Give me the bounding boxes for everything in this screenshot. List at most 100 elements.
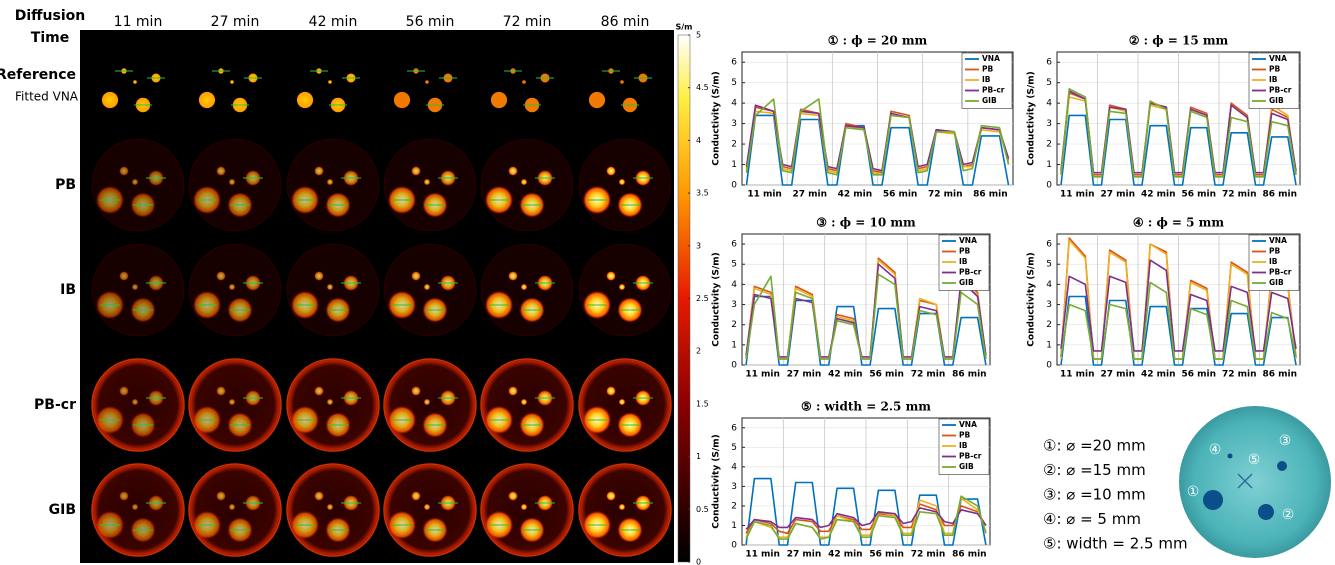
colorbar-tick-label: 2 bbox=[696, 347, 701, 356]
x-tick-label: 72 min bbox=[928, 190, 963, 200]
legend-label: PB-cr bbox=[959, 452, 982, 461]
x-tick-label: 27 min bbox=[787, 370, 822, 380]
phantom-legend-entry: ③: ⌀ =10 mm bbox=[1043, 486, 1146, 504]
inclusion-map bbox=[423, 503, 431, 511]
colorbar-tick-label: 1.5 bbox=[696, 399, 709, 408]
row-label: PB-cr bbox=[34, 397, 76, 413]
legend-label: IB bbox=[959, 441, 968, 450]
series-line bbox=[1060, 90, 1297, 174]
series-line bbox=[745, 110, 1010, 176]
x-tick-label: 86 min bbox=[952, 550, 987, 560]
phantom-map bbox=[480, 243, 574, 337]
y-axis-label: Conductivity (S/m) bbox=[712, 71, 722, 165]
y-tick-label: 5 bbox=[731, 78, 737, 88]
y-tick-label: 3 bbox=[1046, 300, 1052, 310]
phantom-map bbox=[578, 358, 672, 452]
x-tick-label: 86 min bbox=[973, 190, 1008, 200]
phantom-map bbox=[188, 463, 282, 557]
phantom-map bbox=[91, 138, 185, 232]
y-tick-label: 2 bbox=[1046, 320, 1052, 330]
phantom-legend-entry: ②: ⌀ =15 mm bbox=[1043, 461, 1146, 479]
x-tick-label: 27 min bbox=[1100, 190, 1135, 200]
inclusion-map bbox=[216, 491, 226, 501]
x-tick-label: 27 min bbox=[787, 550, 822, 560]
inclusion-map bbox=[326, 283, 334, 291]
legend-label: PB-cr bbox=[982, 86, 1005, 95]
chart-title: ④ : ϕ = 5 mm bbox=[1133, 216, 1224, 230]
inclusion-map bbox=[618, 398, 626, 406]
x-tick-label: 72 min bbox=[911, 550, 946, 560]
legend-label: IB bbox=[982, 75, 991, 84]
inclusion-map bbox=[423, 283, 431, 291]
inclusion-map bbox=[411, 491, 421, 501]
inclusion-map bbox=[618, 503, 626, 511]
colorbar-tick-label: 0 bbox=[696, 558, 701, 565]
legend-label: IB bbox=[959, 257, 968, 266]
inclusion-map bbox=[228, 178, 236, 186]
x-tick-label: 86 min bbox=[952, 370, 987, 380]
phantom-map bbox=[286, 243, 380, 337]
y-axis-label: Conductivity (S/m) bbox=[1027, 71, 1037, 165]
inclusion-map bbox=[411, 271, 421, 281]
x-tick-label: 11 min bbox=[1060, 190, 1095, 200]
inclusion-map bbox=[228, 503, 236, 511]
x-tick-label: 11 min bbox=[745, 370, 780, 380]
inclusion-map bbox=[520, 178, 528, 186]
colorbar-tick-label: 2.5 bbox=[696, 294, 709, 303]
y-tick-label: 5 bbox=[1046, 260, 1052, 270]
chart-title: ② : ϕ = 15 mm bbox=[1129, 34, 1229, 48]
legend-label: PB bbox=[959, 431, 970, 440]
phantom-marker: ④ bbox=[1209, 442, 1222, 458]
y-tick-label: 5 bbox=[731, 443, 737, 453]
inclusion-map bbox=[131, 398, 139, 406]
chart-title: ① : ϕ = 20 mm bbox=[828, 34, 928, 48]
phantom-map bbox=[286, 138, 380, 232]
column-label: 86 min bbox=[601, 14, 650, 30]
reference-inclusion bbox=[133, 80, 137, 84]
inclusion-map bbox=[508, 166, 518, 176]
x-tick-label: 56 min bbox=[1181, 190, 1216, 200]
inclusion-map bbox=[508, 386, 518, 396]
phantom-map bbox=[91, 358, 185, 452]
series-line bbox=[745, 495, 987, 540]
inclusion-map bbox=[216, 166, 226, 176]
phantom-map bbox=[286, 463, 380, 557]
reference-inclusion bbox=[620, 80, 624, 84]
x-tick-label: 56 min bbox=[869, 550, 904, 560]
legend-label: VNA bbox=[959, 420, 977, 429]
x-tick-label: 72 min bbox=[911, 370, 946, 380]
phantom-map bbox=[286, 358, 380, 452]
phantom-marker: ③ bbox=[1279, 433, 1292, 449]
inclusion-map bbox=[119, 271, 129, 281]
reference-inclusion bbox=[490, 91, 508, 109]
series-line bbox=[1060, 114, 1297, 186]
chart-title: ③ : ϕ = 10 mm bbox=[816, 216, 916, 230]
reference-inclusion bbox=[101, 91, 119, 109]
inclusion-map bbox=[131, 503, 139, 511]
inclusion-map bbox=[314, 386, 324, 396]
legend-label: GIB bbox=[959, 462, 974, 471]
y-tick-label: 1 bbox=[1046, 160, 1052, 170]
inclusion-map bbox=[216, 386, 226, 396]
inclusion-map bbox=[119, 491, 129, 501]
inclusion-map bbox=[520, 283, 528, 291]
phantom-map bbox=[91, 243, 185, 337]
x-tick-label: 42 min bbox=[828, 550, 863, 560]
legend-label: GIB bbox=[959, 278, 974, 287]
phantom-map bbox=[578, 463, 672, 557]
phantom-legend-entry: ①: ⌀ =20 mm bbox=[1043, 437, 1146, 455]
series-line bbox=[1060, 92, 1297, 176]
y-tick-label: 2 bbox=[731, 501, 737, 511]
chart-title: ⑤ : width = 2.5 mm bbox=[801, 400, 931, 414]
legend-label: VNA bbox=[982, 54, 1000, 63]
colorbar-label: S/m bbox=[675, 23, 692, 32]
phantom-cross bbox=[1237, 473, 1253, 489]
phantom-photo bbox=[1179, 406, 1331, 558]
x-tick-label: 27 min bbox=[1100, 370, 1135, 380]
y-tick-label: 3 bbox=[731, 300, 737, 310]
y-tick-label: 3 bbox=[731, 482, 737, 492]
series-line bbox=[745, 273, 987, 360]
x-tick-label: 42 min bbox=[1141, 370, 1176, 380]
series-line bbox=[1060, 88, 1297, 178]
